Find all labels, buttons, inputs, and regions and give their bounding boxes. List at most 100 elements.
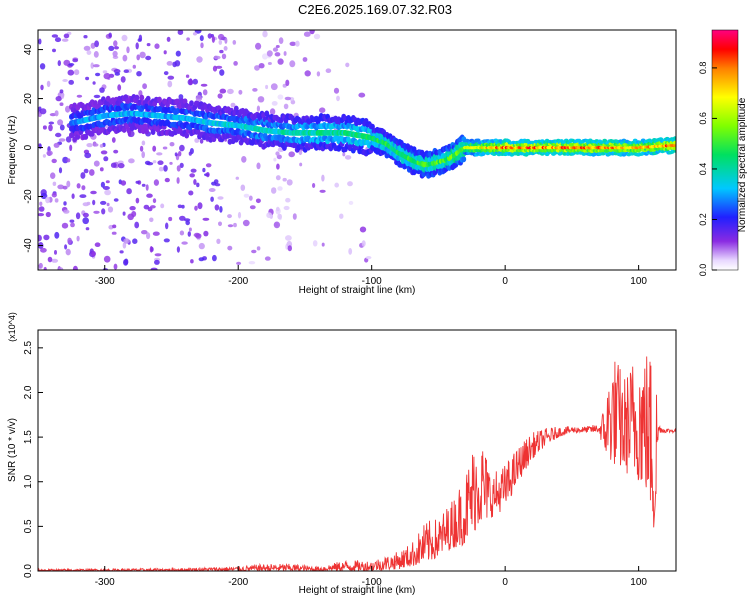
spectrogram-noise-cell — [257, 96, 265, 103]
spectrogram-noise-cell — [284, 96, 292, 101]
spectrogram-noise-cell — [192, 32, 198, 36]
x-tick-label: -100 — [362, 276, 382, 287]
spectrogram-noise-cell — [179, 162, 184, 168]
spectrogram-noise-cell — [39, 63, 46, 70]
spectrogram-noise-cell — [358, 92, 366, 98]
snr-x-ticks: -300 -200 -100 0 100 — [95, 566, 647, 588]
spectrogram-noise-cell — [190, 259, 194, 264]
spectrogram-noise-cell — [99, 167, 104, 172]
spectrogram-noise-cell — [174, 152, 178, 157]
spectrogram-ridge-cell — [672, 146, 676, 151]
y-tick-label: -20 — [23, 189, 34, 204]
spectrogram-noise-cell — [65, 105, 71, 113]
spectrogram-noise-cell — [190, 168, 197, 173]
spectrogram-noise-cell — [73, 69, 80, 76]
spectrogram-noise-cell — [138, 90, 143, 97]
spectrogram-noise-cell — [285, 79, 290, 87]
spectrogram-noise-cell — [93, 160, 100, 167]
spectrogram-noise-cell — [132, 238, 138, 244]
spectrogram-noise-cell — [274, 222, 279, 227]
spectrogram-noise-cell — [177, 30, 184, 35]
spectrogram-noise-cell — [55, 96, 62, 102]
spectrogram-noise-cell — [200, 42, 204, 49]
spectrogram-noise-cell — [185, 220, 190, 226]
y-tick-label: 1.0 — [23, 474, 34, 488]
spectrogram-noise-cell — [187, 231, 191, 237]
spectrogram-noise-cell — [101, 208, 106, 215]
spectrogram-noise-cell — [345, 62, 350, 68]
spectrogram-noise-cell — [248, 261, 256, 265]
spectrogram-noise-cell — [254, 65, 260, 71]
spectrogram-noise-cell — [43, 234, 50, 241]
spectrogram-noise-cell — [179, 230, 185, 236]
spectrogram-noise-cell — [39, 201, 43, 206]
spectrogram-noise-cell — [141, 183, 146, 187]
spectrogram-noise-cell — [152, 198, 157, 204]
spectrogram-noise-cell — [76, 183, 81, 189]
spectrogram-noise-cell — [146, 193, 153, 198]
x-tick-label: 100 — [630, 276, 647, 287]
snr-plot-area — [38, 330, 676, 571]
spectrogram-noise-cell — [69, 219, 75, 223]
colorbar-tick-label: 0.0 — [698, 264, 708, 277]
spectrogram-noise-cell — [69, 144, 73, 151]
spectrogram-noise-cell — [188, 151, 192, 156]
spectrogram-noise-cell — [54, 250, 57, 255]
spectrogram-noise-cell — [236, 261, 242, 265]
spectrogram-noise-cell — [62, 79, 68, 82]
spectrogram-noise-cell — [131, 211, 137, 217]
spectrogram-noise-cell — [132, 64, 136, 69]
spectrogram-noise-cell — [248, 195, 253, 201]
spectrogram-noise-cell — [102, 186, 110, 190]
spectrogram-noise-cell — [359, 226, 367, 233]
spectrogram-noise-cell — [146, 232, 151, 240]
spectrogram-noise-cell — [186, 37, 190, 41]
spectrogram-noise-cell — [111, 137, 116, 143]
spectrogram-noise-cell — [59, 102, 64, 106]
spectrogram-noise-cell — [339, 213, 344, 219]
spectrogram-noise-cell — [207, 33, 212, 39]
spectrogram-noise-cell — [141, 140, 146, 146]
spectrogram-noise-cell — [106, 202, 110, 207]
x-tick-label: 100 — [630, 577, 647, 588]
spectrogram-noise-cell — [283, 103, 289, 110]
spectrogram-noise-cell — [126, 188, 132, 195]
spectrogram-noise-cell — [249, 205, 256, 210]
spectrogram-noise-cell — [361, 240, 366, 247]
spectrogram-noise-cell — [45, 211, 51, 218]
spectrogram-noise-cell — [252, 88, 258, 92]
spectrogram-noise-cell — [178, 151, 182, 157]
spectrogram-noise-cell — [333, 87, 340, 94]
spectrogram-noise-cell — [295, 40, 300, 47]
spectrogram-noise-cell — [277, 186, 283, 191]
snr-y-label: SNR (10 * v/v) — [7, 418, 18, 482]
spectrogram-noise-cell — [114, 72, 121, 76]
spectrogram-noise-cell — [325, 68, 332, 73]
spectrogram-noise-cell — [94, 40, 99, 48]
spectrogram-noise-cell — [163, 71, 169, 76]
spectrogram-noise-cell — [72, 58, 79, 63]
spectrogram-noise-cell — [344, 155, 352, 160]
spectrogram-noise-cell — [61, 38, 69, 42]
spectrogram-noise-cell — [122, 211, 126, 216]
spectrogram-noise-cell — [242, 219, 250, 227]
spectrogram-noise-cell — [348, 200, 354, 205]
x-tick-label: 0 — [502, 276, 508, 287]
spectrogram-noise-cell — [216, 238, 221, 244]
spectrogram-noise-cell — [175, 50, 181, 57]
spectrogram-noise-cell — [108, 45, 115, 52]
spectrogram-noise-cell — [139, 145, 144, 152]
spectrogram-noise-cell — [135, 42, 139, 50]
spectrogram-noise-cell — [188, 227, 192, 232]
spectrogram-noise-cell — [117, 163, 125, 169]
spectrogram-noise-cell — [193, 179, 197, 185]
spectrogram-noise-cell — [66, 158, 71, 163]
x-tick-label: -200 — [228, 276, 248, 287]
spectrogram-noise-cell — [42, 154, 47, 158]
spectrogram-noise-cell — [83, 35, 88, 39]
spectrogram-noise-cell — [90, 190, 97, 195]
spectrogram-noise-cell — [53, 142, 60, 148]
spectrogram-noise-cell — [176, 246, 180, 253]
y-tick-label: 0 — [23, 144, 34, 150]
snr-y-multiplier: (x10^4) — [7, 312, 17, 342]
